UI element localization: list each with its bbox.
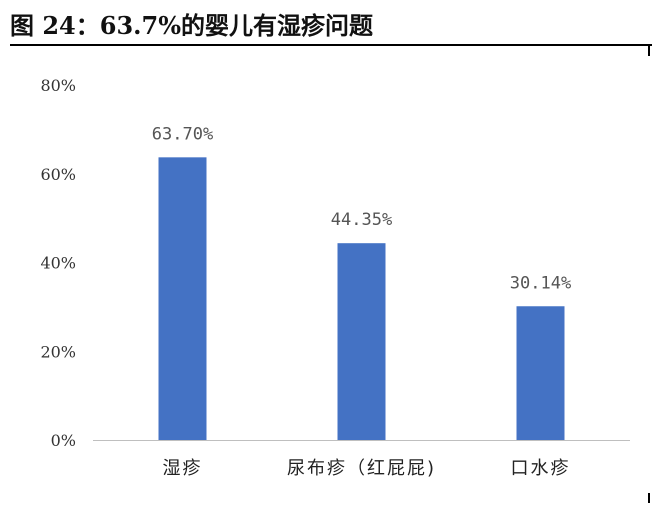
page-title: 图 24：63.7%的婴儿有湿疹问题 xyxy=(10,11,374,40)
x-tick-label: 尿布疹（红屁屁) xyxy=(287,458,436,479)
edge-mark-top xyxy=(648,46,650,56)
bar xyxy=(337,243,386,440)
title-divider xyxy=(10,44,652,46)
y-tick-label: 0% xyxy=(51,431,76,450)
data-label: 44.35% xyxy=(331,210,392,230)
bar xyxy=(158,157,207,441)
y-tick-label: 40% xyxy=(40,254,76,273)
x-tick-label: 湿疹 xyxy=(163,458,203,479)
y-tick-label: 80% xyxy=(40,76,76,95)
y-tick-label: 20% xyxy=(40,342,76,361)
x-tick-label: 口水疹 xyxy=(511,458,571,479)
data-label: 63.70% xyxy=(152,124,213,144)
data-label: 30.14% xyxy=(510,273,571,293)
edge-mark-bottom xyxy=(648,493,650,503)
y-tick-label: 60% xyxy=(40,165,76,184)
bar xyxy=(516,306,565,440)
